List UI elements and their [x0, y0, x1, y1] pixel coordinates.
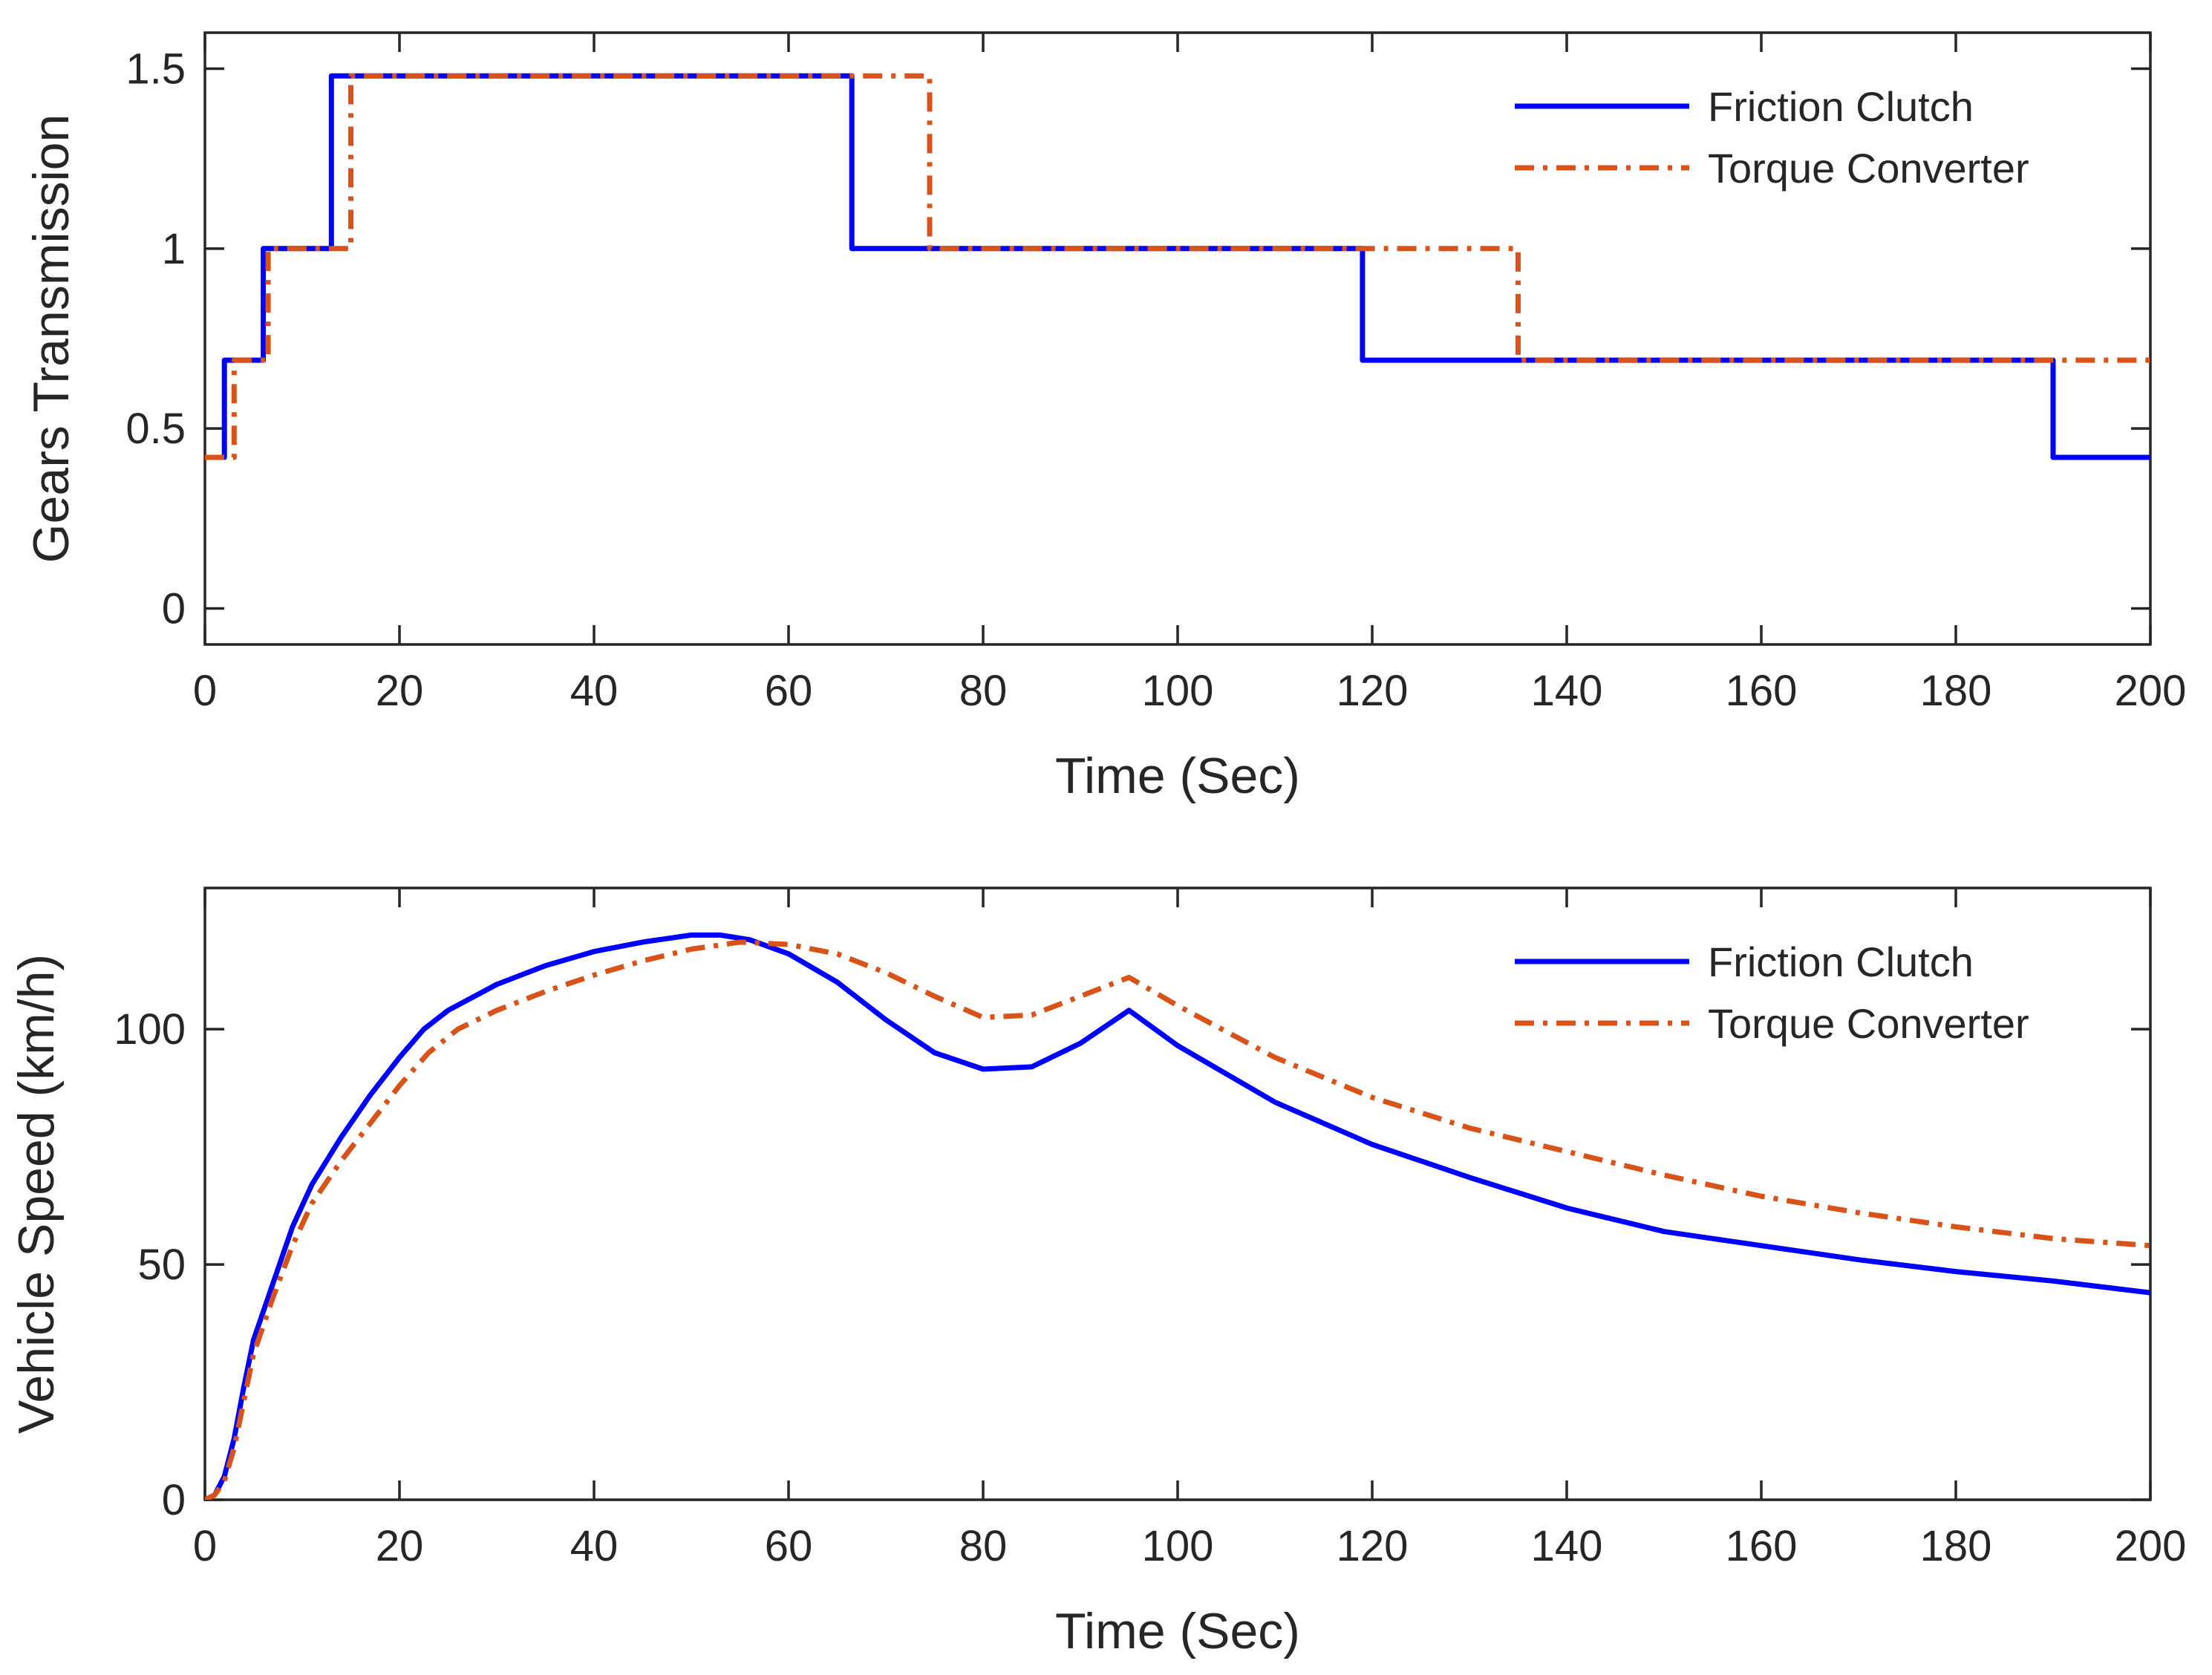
- x-tick-label: 40: [570, 667, 619, 715]
- chart-panel-1: 0 20 40 60 80 100 120 140 160 180 200 0 0.5 1 1.5 Time …: [23, 31, 2187, 804]
- y-tick-label: 50: [137, 1241, 186, 1289]
- x-tick-label: 80: [959, 1522, 1008, 1570]
- x-tick-label: 40: [570, 1522, 619, 1570]
- x-tick-label: 0: [193, 1522, 217, 1570]
- x-tick-label: 200: [2115, 667, 2187, 715]
- x-tick-label: 160: [1726, 1522, 1798, 1570]
- x-tick-label: 120: [1337, 1522, 1409, 1570]
- x-tick-label: 0: [193, 667, 217, 715]
- x-tick-label: 180: [1920, 667, 1992, 715]
- x-axis-label: Time (Sec): [1055, 1603, 1300, 1659]
- x-tick-label: 140: [1531, 1522, 1603, 1570]
- series-line-friction-clutch: [205, 73, 2150, 460]
- x-tick-label: 140: [1531, 667, 1603, 715]
- y-tick-label: 1: [162, 225, 186, 273]
- x-tick-label: 200: [2115, 1522, 2187, 1570]
- series-line-friction-clutch: [205, 932, 2150, 1500]
- x-tick-label: 20: [376, 667, 424, 715]
- series-line-torque-converter: [205, 939, 2150, 1500]
- x-tick-label: 80: [959, 667, 1008, 715]
- x-tick-label: 20: [376, 1522, 424, 1570]
- series-line-torque-converter: [205, 73, 2150, 460]
- y-axis-label: Gears Transmission: [23, 114, 79, 564]
- x-tick-label: 180: [1920, 1522, 1992, 1570]
- x-tick-label: 100: [1142, 1522, 1214, 1570]
- y-tick-label: 0: [162, 585, 186, 633]
- legend-label-2: Torque Converter: [1708, 145, 2029, 192]
- legend-label-1: Friction Clutch: [1708, 938, 1974, 985]
- legend-label-2: Torque Converter: [1708, 1000, 2029, 1047]
- y-tick-label: 0.5: [125, 405, 186, 453]
- x-axis-label: Time (Sec): [1055, 748, 1300, 804]
- chart-panel-2: 0 20 40 60 80 100 120 140 160 180 200 0 50 100 Time (S…: [8, 887, 2187, 1659]
- y-axis-label: Vehicle Speed (km/h): [8, 954, 65, 1434]
- x-tick-label: 100: [1142, 667, 1214, 715]
- x-tick-label: 60: [765, 1522, 813, 1570]
- x-tick-label: 160: [1726, 667, 1798, 715]
- y-tick-label: 0: [162, 1476, 186, 1524]
- x-tick-label: 60: [765, 667, 813, 715]
- legend-label-1: Friction Clutch: [1708, 83, 1974, 130]
- y-tick-label: 100: [114, 1005, 186, 1054]
- x-tick-label: 120: [1337, 667, 1409, 715]
- y-tick-label: 1.5: [125, 45, 186, 93]
